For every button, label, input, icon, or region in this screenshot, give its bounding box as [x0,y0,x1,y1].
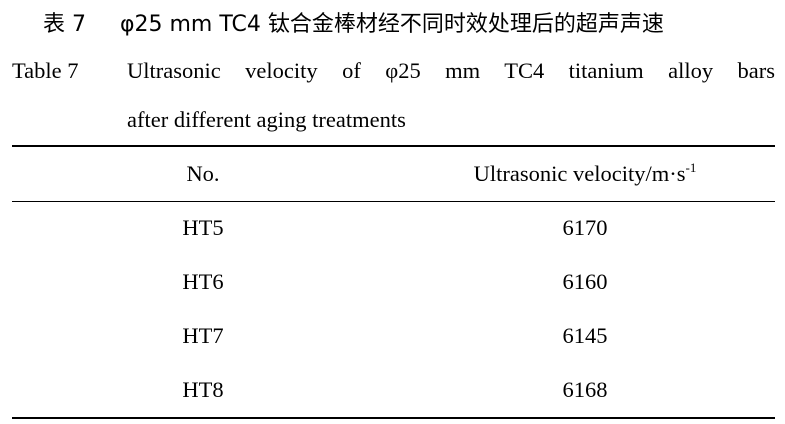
top-rule [12,145,775,147]
header-cell: No. [186,161,220,186]
header-cell: Ultrasonic velocity/m·s-1 [435,161,735,187]
caption-en-line: Ultrasonic velocity of φ25 mm TC4 titani… [127,58,775,83]
table-cell: 6170 [562,215,608,240]
header-rule [12,201,775,202]
caption-en-label: Table 7 [12,58,79,83]
table-cell: 6145 [562,323,608,348]
caption-cn-text: φ25 mm TC4 钛合金棒材经不同时效处理后的超声声速 [120,12,664,37]
table-cell: HT5 [182,215,224,240]
header-sup: -1 [685,160,697,175]
bottom-rule [12,417,775,419]
caption-en-line: after different aging treatments [127,107,406,132]
header-text: Ultrasonic velocity/m·s [473,161,686,186]
table-cell: 6168 [562,377,608,402]
table-cell: HT7 [182,323,224,348]
caption-cn-label: 表 7 [43,12,86,37]
table-cell: HT8 [182,377,224,402]
table-cell: HT6 [182,269,224,294]
table-cell: 6160 [562,269,608,294]
